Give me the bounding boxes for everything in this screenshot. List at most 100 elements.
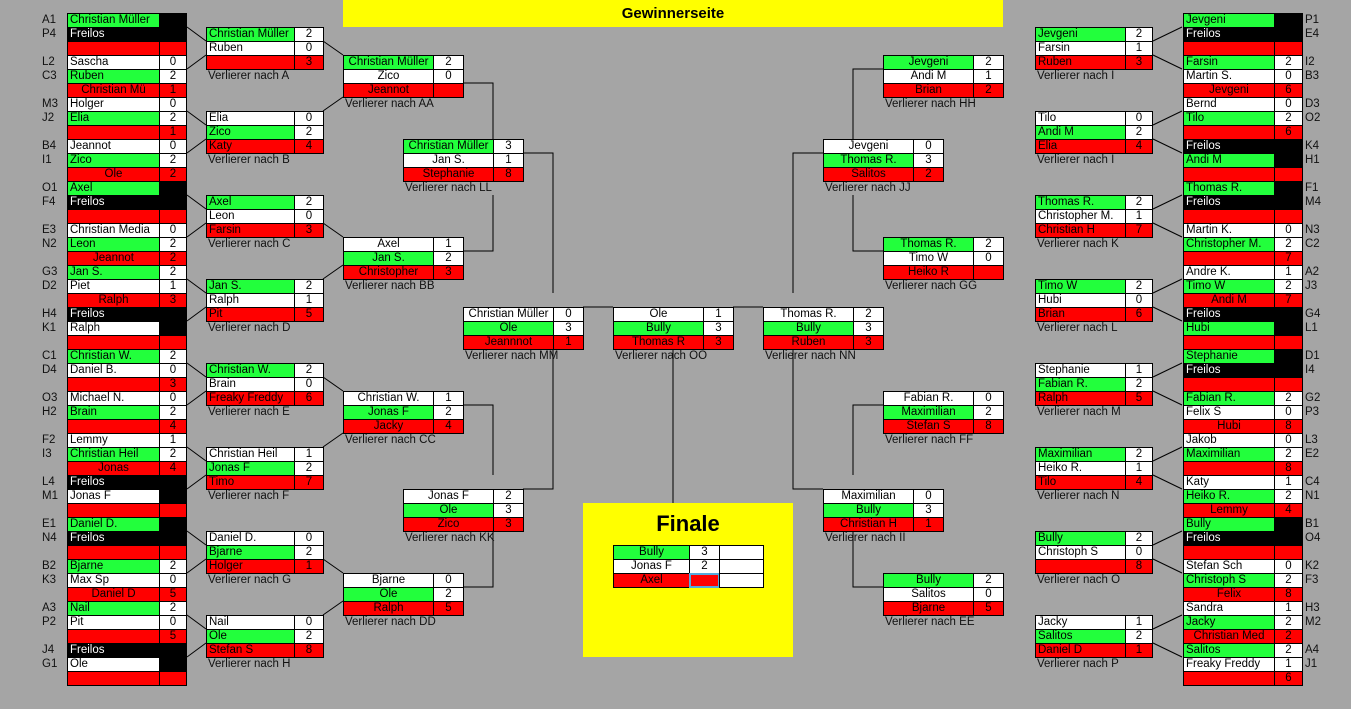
match-score-cell[interactable]: 3 <box>433 265 464 280</box>
player-cell[interactable] <box>67 545 160 560</box>
match-player-cell[interactable]: Christian Heil <box>206 447 295 462</box>
player-cell[interactable]: Andi M <box>1183 293 1275 308</box>
match-score-cell[interactable]: 5 <box>973 601 1004 616</box>
score-cell[interactable] <box>159 335 187 350</box>
match-player-cell[interactable]: Jonas F <box>206 461 295 476</box>
score-cell[interactable]: 2 <box>1274 615 1303 630</box>
match-player-cell[interactable]: Christian H <box>823 517 914 532</box>
match-score-cell[interactable]: 0 <box>294 531 324 546</box>
match-player-cell[interactable]: Ole <box>463 321 554 336</box>
match-score-cell[interactable]: 2 <box>294 125 324 140</box>
final-score-cell[interactable] <box>689 573 720 588</box>
match-player-cell[interactable]: Jan S. <box>343 251 434 266</box>
match-score-cell[interactable]: 0 <box>553 307 584 322</box>
match-score-cell[interactable]: 5 <box>433 601 464 616</box>
player-cell[interactable] <box>1183 209 1275 224</box>
match-score-cell[interactable]: 2 <box>973 405 1004 420</box>
player-cell[interactable]: Christopher M. <box>1183 237 1275 252</box>
match-score-cell[interactable]: 5 <box>1125 391 1153 406</box>
match-player-cell[interactable]: Timo <box>206 475 295 490</box>
player-cell[interactable]: Jeannot <box>67 251 160 266</box>
score-cell[interactable]: 0 <box>1274 223 1303 238</box>
score-cell[interactable]: 0 <box>159 363 187 378</box>
match-player-cell[interactable]: Ralph <box>206 293 295 308</box>
match-player-cell[interactable]: Heiko R. <box>1035 461 1126 476</box>
match-player-cell[interactable]: Ole <box>206 629 295 644</box>
score-cell[interactable]: 2 <box>1274 447 1303 462</box>
player-cell[interactable]: Freilos <box>67 475 160 490</box>
score-cell[interactable] <box>1274 307 1303 322</box>
player-cell[interactable]: Daniel D. <box>67 517 160 532</box>
match-score-cell[interactable]: 3 <box>493 517 524 532</box>
final-extra-cell[interactable] <box>719 545 764 560</box>
player-cell[interactable]: Stefan Sch <box>1183 559 1275 574</box>
player-cell[interactable]: Freilos <box>67 27 160 42</box>
match-score-cell[interactable]: 3 <box>493 139 524 154</box>
match-player-cell[interactable]: Ralph <box>1035 391 1126 406</box>
score-cell[interactable]: 2 <box>159 447 187 462</box>
match-player-cell[interactable]: Nail <box>206 615 295 630</box>
score-cell[interactable]: 2 <box>1274 237 1303 252</box>
player-cell[interactable]: Pit <box>67 615 160 630</box>
score-cell[interactable] <box>159 545 187 560</box>
match-player-cell[interactable] <box>1035 559 1126 574</box>
player-cell[interactable]: Jeannot <box>67 139 160 154</box>
match-score-cell[interactable]: 4 <box>433 419 464 434</box>
score-cell[interactable] <box>1274 13 1303 28</box>
score-cell[interactable]: 0 <box>159 391 187 406</box>
score-cell[interactable] <box>159 307 187 322</box>
match-score-cell[interactable]: 0 <box>1125 293 1153 308</box>
match-player-cell[interactable]: Jeannnot <box>463 335 554 350</box>
match-player-cell[interactable]: Christian H <box>1035 223 1126 238</box>
player-cell[interactable] <box>1183 545 1275 560</box>
match-score-cell[interactable]: 0 <box>294 209 324 224</box>
match-player-cell[interactable]: Axel <box>206 195 295 210</box>
match-player-cell[interactable]: Jan S. <box>403 153 494 168</box>
player-cell[interactable] <box>1183 251 1275 266</box>
player-cell[interactable]: Stephanie <box>1183 349 1275 364</box>
match-player-cell[interactable]: Freaky Freddy <box>206 391 295 406</box>
player-cell[interactable]: Martin K. <box>1183 223 1275 238</box>
match-score-cell[interactable]: 0 <box>1125 545 1153 560</box>
match-player-cell[interactable]: Christopher M. <box>1035 209 1126 224</box>
player-cell[interactable] <box>1183 125 1275 140</box>
match-player-cell[interactable]: Bjarne <box>883 601 974 616</box>
match-score-cell[interactable]: 3 <box>703 321 734 336</box>
match-score-cell[interactable]: 0 <box>973 587 1004 602</box>
match-player-cell[interactable] <box>206 55 295 70</box>
player-cell[interactable]: Hubi <box>1183 419 1275 434</box>
player-cell[interactable]: Freilos <box>67 195 160 210</box>
final-score-cell[interactable]: 3 <box>689 545 720 560</box>
match-player-cell[interactable]: Maximilian <box>883 405 974 420</box>
score-cell[interactable]: 0 <box>1274 433 1303 448</box>
score-cell[interactable]: 2 <box>1274 643 1303 658</box>
match-player-cell[interactable]: Jan S. <box>206 279 295 294</box>
match-player-cell[interactable]: Bully <box>613 321 704 336</box>
match-score-cell[interactable]: 2 <box>433 405 464 420</box>
match-score-cell[interactable]: 4 <box>1125 475 1153 490</box>
player-cell[interactable]: Freilos <box>1183 363 1275 378</box>
score-cell[interactable] <box>1274 195 1303 210</box>
score-cell[interactable]: 2 <box>1274 55 1303 70</box>
match-score-cell[interactable]: 2 <box>433 251 464 266</box>
score-cell[interactable] <box>1274 27 1303 42</box>
player-cell[interactable]: Freaky Freddy <box>1183 657 1275 672</box>
player-cell[interactable]: Jevgeni <box>1183 83 1275 98</box>
match-score-cell[interactable]: 1 <box>433 391 464 406</box>
match-player-cell[interactable]: Andi M <box>883 69 974 84</box>
player-cell[interactable]: Felix S <box>1183 405 1275 420</box>
match-player-cell[interactable]: Christian Müller <box>206 27 295 42</box>
score-cell[interactable]: 0 <box>159 223 187 238</box>
match-player-cell[interactable]: Jevgeni <box>1035 27 1126 42</box>
match-player-cell[interactable]: Pit <box>206 307 295 322</box>
player-cell[interactable]: Bjarne <box>67 559 160 574</box>
match-score-cell[interactable]: 1 <box>553 335 584 350</box>
player-cell[interactable]: Christian Mü <box>67 83 160 98</box>
player-cell[interactable]: Elia <box>67 111 160 126</box>
player-cell[interactable] <box>67 335 160 350</box>
score-cell[interactable] <box>1274 167 1303 182</box>
score-cell[interactable]: 2 <box>159 237 187 252</box>
player-cell[interactable] <box>67 377 160 392</box>
match-score-cell[interactable]: 2 <box>973 83 1004 98</box>
player-cell[interactable]: Jacky <box>1183 615 1275 630</box>
